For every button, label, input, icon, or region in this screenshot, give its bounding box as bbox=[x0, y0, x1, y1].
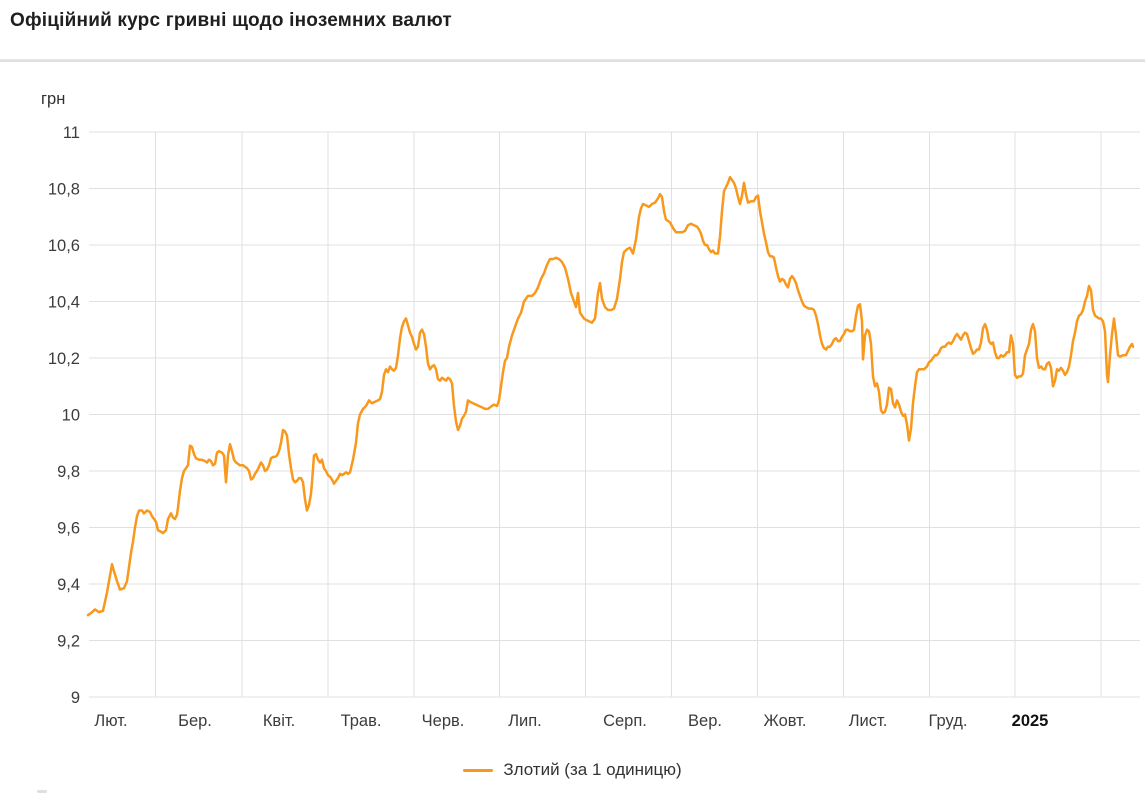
y-tick-label: 10,8 bbox=[48, 181, 80, 199]
series-line[interactable] bbox=[86, 175, 1135, 617]
x-tick-label: Трав. bbox=[341, 712, 382, 730]
x-tick-label: Черв. bbox=[422, 712, 465, 730]
x-tick-label: Лют. bbox=[94, 712, 127, 730]
x-tick-label: Жовт. bbox=[764, 712, 807, 730]
x-tick-label: Лист. bbox=[849, 712, 888, 730]
y-tick-label: 9,8 bbox=[57, 463, 80, 481]
x-tick-label: Вер. bbox=[688, 712, 722, 730]
corner-smudge bbox=[37, 790, 47, 793]
y-tick-label: 9,2 bbox=[57, 633, 80, 651]
y-tick-label: 10,6 bbox=[48, 237, 80, 255]
y-tick-label: 9,4 bbox=[57, 576, 80, 594]
x-tick-label: Груд. bbox=[929, 712, 968, 730]
x-tick-label: Квіт. bbox=[263, 712, 295, 730]
title-divider bbox=[0, 59, 1145, 62]
x-tick-label: Серп. bbox=[603, 712, 647, 730]
y-tick-label: 10,4 bbox=[48, 294, 80, 312]
x-tick-label: 2025 bbox=[1012, 712, 1049, 730]
legend-line-swatch bbox=[463, 768, 494, 772]
y-tick-label: 10,2 bbox=[48, 350, 80, 368]
page-title: Офіційний курс гривні щодо іноземних вал… bbox=[10, 10, 452, 31]
y-tick-label: 9,6 bbox=[57, 520, 80, 538]
y-tick-label: 10 bbox=[62, 407, 80, 425]
x-tick-label: Лип. bbox=[508, 712, 542, 730]
chart-legend[interactable]: Злотий (за 1 одиницю) bbox=[0, 760, 1145, 780]
legend-label: Злотий (за 1 одиницю) bbox=[503, 760, 682, 779]
y-tick-label: 11 bbox=[63, 124, 80, 142]
x-tick-label: Бер. bbox=[178, 712, 212, 730]
y-axis-unit-label: грн bbox=[41, 90, 66, 108]
y-tick-label: 9 bbox=[71, 689, 80, 707]
